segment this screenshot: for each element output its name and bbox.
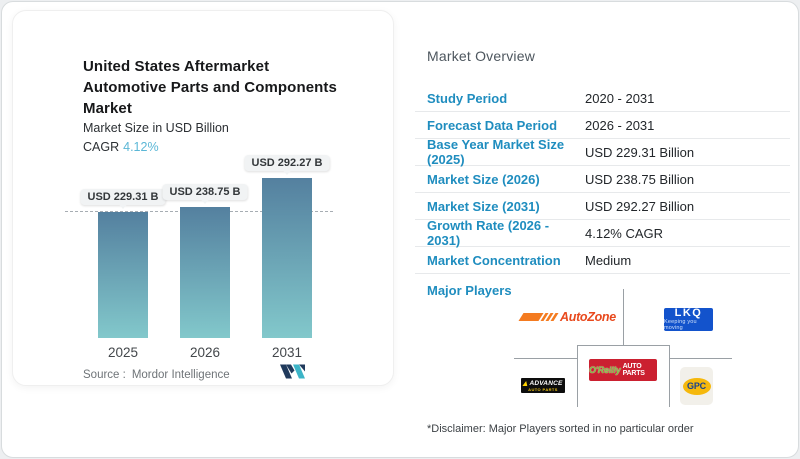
gpc-oval: GPC — [682, 377, 711, 395]
chart-title-line-2: Automotive Parts and Components — [83, 79, 337, 96]
table-row: Market Size (2031) USD 292.27 Billion — [415, 193, 790, 220]
bar-2026 — [180, 207, 230, 338]
row-label: Market Concentration — [427, 252, 561, 268]
bar-chart: USD 229.31 B USD 238.75 B USD 292.27 B 2… — [13, 11, 395, 387]
oreilly-wordmark: O'Reilly — [589, 365, 621, 375]
players-connector-right — [670, 358, 732, 359]
chart-subtitle: Market Size in USD Billion — [83, 121, 229, 135]
source-attribution: Source : Mordor Intelligence — [83, 369, 230, 381]
players-connector-vertical — [623, 289, 624, 345]
source-label: Source : — [83, 369, 126, 381]
chart-title-line-3: Market — [83, 100, 132, 117]
lkq-wordmark: LKQ — [674, 307, 703, 319]
table-row: Market Size (2026) USD 238.75 Billion — [415, 166, 790, 193]
overview-table: Study Period 2020 - 2031 Forecast Data P… — [415, 85, 790, 274]
gpc-wordmark: GPC — [687, 381, 706, 391]
row-value: 2026 - 2031 — [585, 117, 655, 133]
chart-title-line-1: United States Aftermarket — [83, 58, 270, 75]
advance-auto-parts-logo: ADVANCE AUTO PARTS — [521, 378, 565, 393]
bar-value-label-2031: USD 292.27 B — [244, 155, 330, 171]
table-row: Market Concentration Medium — [415, 247, 790, 274]
players-connector-left — [514, 358, 577, 359]
mordor-intelligence-logo-icon — [280, 364, 305, 379]
advance-wordmark: ADVANCE — [529, 379, 563, 387]
oreilly-logo: O'Reilly AUTO PARTS — [589, 359, 657, 381]
table-row: Study Period 2020 - 2031 — [415, 85, 790, 112]
source-value: Mordor Intelligence — [131, 369, 230, 381]
table-row: Base Year Market Size (2025) USD 229.31 … — [415, 137, 790, 167]
row-value: Medium — [585, 252, 632, 268]
row-value: USD 238.75 Billion — [585, 171, 695, 187]
table-row: Forecast Data Period 2026 - 2031 — [415, 112, 790, 139]
chart-cagr: CAGR 4.12% — [83, 140, 159, 154]
row-value: USD 292.27 Billion — [585, 198, 695, 214]
market-size-chart-card: United States Aftermarket Automotive Par… — [12, 10, 394, 386]
row-label: Base Year Market Size (2025) — [427, 137, 565, 167]
row-label: Forecast Data Period — [427, 117, 558, 133]
bar-value-label-2025: USD 229.31 B — [80, 189, 166, 205]
x-axis-label-2026: 2026 — [189, 345, 221, 360]
row-label: Market Size (2031) — [427, 198, 540, 214]
row-label: Growth Rate (2026 - 2031) — [427, 218, 550, 248]
gpc-logo: GPC — [680, 367, 713, 405]
advance-suffix: AUTO PARTS — [528, 386, 558, 392]
bar-2031 — [262, 178, 312, 338]
oreilly-suffix: AUTO PARTS — [622, 363, 645, 377]
lkq-logo: LKQ Keeping you moving — [664, 308, 713, 331]
row-label: Market Size (2026) — [427, 171, 540, 187]
x-axis-label-2025: 2025 — [107, 345, 139, 360]
row-label: Study Period — [427, 90, 508, 106]
cagr-value: 4.12% — [123, 140, 159, 154]
bar-value-label-2026: USD 238.75 B — [162, 184, 248, 200]
bar-2025 — [98, 212, 148, 338]
cagr-label: CAGR — [83, 140, 120, 154]
table-row: Growth Rate (2026 - 2031) 4.12% CAGR — [415, 218, 790, 248]
disclaimer-text: *Disclaimer: Major Players sorted in no … — [427, 423, 694, 435]
advance-row: ADVANCE — [523, 380, 562, 387]
row-value: USD 229.31 Billion — [585, 144, 695, 160]
major-players-label: Major Players — [427, 283, 512, 298]
row-value: 4.12% CAGR — [585, 225, 664, 241]
chart-title: United States Aftermarket Automotive Par… — [83, 56, 337, 119]
autozone-wordmark: AutoZone — [560, 310, 616, 324]
lkq-tagline: Keeping you moving — [664, 319, 697, 331]
row-value: 2020 - 2031 — [585, 90, 655, 106]
x-axis-label-2031: 2031 — [271, 345, 303, 360]
autozone-logo: AutoZone — [518, 308, 616, 326]
overview-heading: Market Overview — [427, 48, 536, 64]
